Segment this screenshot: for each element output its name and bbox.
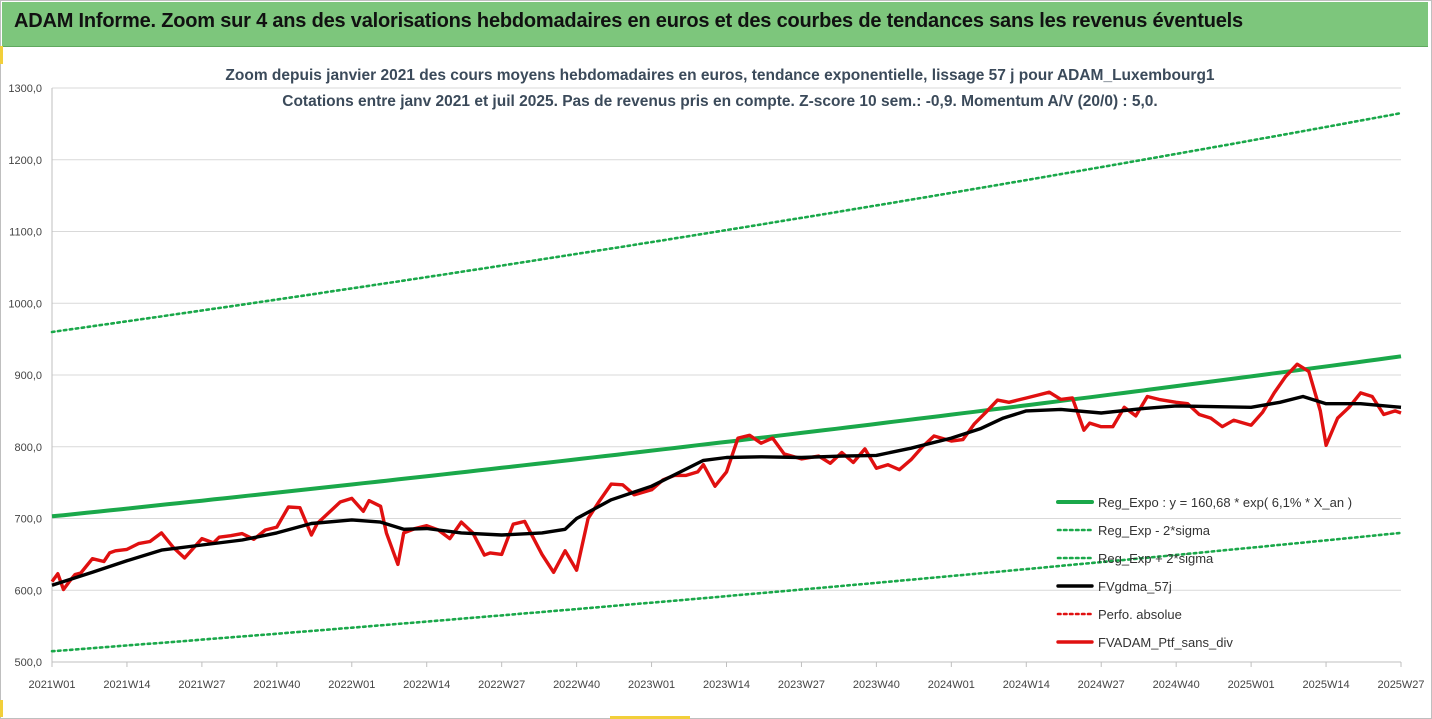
- x-tick-label: 2025W14: [1303, 679, 1350, 691]
- y-tick-label: 1300,0: [8, 83, 42, 95]
- y-tick-label: 500,0: [14, 657, 42, 669]
- decorative-marker: [0, 700, 3, 717]
- x-tick-label: 2022W27: [478, 679, 525, 691]
- header-banner: ADAM Informe. Zoom sur 4 ans des valoris…: [2, 2, 1428, 47]
- x-tick-label: 2021W14: [103, 679, 150, 691]
- chart-title-line1: Zoom depuis janvier 2021 des cours moyen…: [225, 67, 1215, 84]
- x-tick-label: 2023W14: [703, 679, 750, 691]
- x-tick-label: 2024W14: [1003, 679, 1050, 691]
- x-tick-label: 2023W40: [853, 679, 900, 691]
- legend-label-plus2: Reg_Exp + 2*sigma: [1098, 551, 1214, 566]
- x-tick-label: 2022W01: [328, 679, 375, 691]
- series-fvadam-ptf-sans-div: [50, 362, 1402, 592]
- x-tick-label: 2023W27: [778, 679, 825, 691]
- series-reg-expo: [51, 354, 1402, 519]
- x-tick-label: 2024W27: [1078, 679, 1125, 691]
- series-reg-exp-minus-2sigma: [50, 531, 1403, 653]
- y-tick-label: 800,0: [14, 442, 42, 454]
- legend-label-reg_expo: Reg_Expo : y = 160,68 * exp( 6,1% * X_an…: [1098, 495, 1352, 510]
- x-tick-label: 2022W14: [403, 679, 450, 691]
- x-tick-label: 2021W40: [253, 679, 300, 691]
- legend-label-smooth: FVgdma_57j: [1098, 579, 1172, 594]
- legend-label-minus2: Reg_Exp - 2*sigma: [1098, 523, 1211, 538]
- x-tick-label: 2022W40: [553, 679, 600, 691]
- gridlines: [51, 87, 1401, 663]
- legend-label-price: FVADAM_Ptf_sans_div: [1098, 635, 1233, 650]
- series-fvgdma-57j: [51, 394, 1402, 587]
- x-tick-label: 2024W01: [928, 679, 975, 691]
- y-tick-label: 1100,0: [9, 227, 42, 239]
- y-tick-label: 700,0: [14, 514, 42, 526]
- decorative-marker: [0, 46, 3, 64]
- x-tick-label: 2024W40: [1153, 679, 1200, 691]
- decorative-marker: [610, 716, 690, 719]
- series-layer: [50, 111, 1403, 653]
- y-tick-label: 600,0: [14, 585, 42, 597]
- y-tick-label: 1200,0: [8, 155, 42, 167]
- chart-title-line2: Cotations entre janv 2021 et juil 2025. …: [282, 93, 1158, 110]
- y-tick-label: 900,0: [14, 370, 42, 382]
- x-tick-label: 2023W01: [628, 679, 675, 691]
- x-tick-label: 2021W01: [28, 679, 75, 691]
- series-reg-exp-plus-2sigma: [50, 111, 1403, 334]
- x-tick-label: 2025W27: [1377, 679, 1424, 691]
- legend: Reg_Expo : y = 160,68 * exp( 6,1% * X_an…: [1056, 495, 1352, 650]
- x-tick-label: 2025W01: [1228, 679, 1275, 691]
- x-tick-label: 2021W27: [178, 679, 225, 691]
- legend-label-perf: Perfo. absolue: [1098, 607, 1182, 622]
- page-title: ADAM Informe. Zoom sur 4 ans des valoris…: [14, 10, 1243, 32]
- y-tick-label: 1000,0: [8, 298, 42, 310]
- x-axis: 2021W01 2021W14 2021W27 2021W40 2022W01 2022W…: [28, 662, 1425, 691]
- y-axis: 500,0 600,0 700,0 800,0 900,0 1000,0 1100,0 120…: [8, 83, 42, 669]
